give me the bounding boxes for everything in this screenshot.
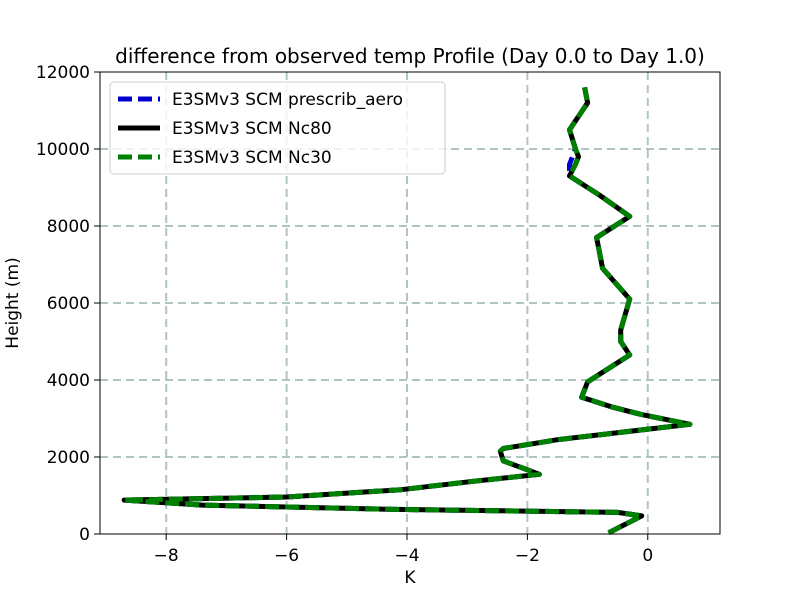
y-tick-label: 12000 — [36, 63, 90, 83]
series-line-e3smv3-scm-nc30 — [121, 86, 693, 536]
x-tick-label: −2 — [515, 546, 540, 566]
grid — [100, 72, 720, 534]
x-tick-label: −6 — [274, 546, 299, 566]
x-axis-label: K — [404, 568, 416, 588]
x-tick-label: −8 — [154, 546, 179, 566]
y-tick-label: 0 — [79, 525, 90, 545]
legend-label-e3smv3-scm-nc30: E3SMv3 SCM Nc30 — [172, 148, 332, 168]
x-tick-label: 0 — [642, 546, 653, 566]
y-axis-label: Height (m) — [3, 257, 23, 348]
legend-box — [109, 81, 446, 175]
y-tick-label: 8000 — [47, 217, 90, 237]
y-tick-label: 10000 — [36, 140, 90, 160]
plot-series — [121, 86, 693, 536]
chart-title: difference from observed temp Profile (D… — [115, 44, 705, 68]
legend-label-e3smv3-scm-prescrib-aero: E3SMv3 SCM prescrib_aero — [172, 90, 403, 110]
x-tick-label: −4 — [394, 546, 419, 566]
y-tick-label: 2000 — [47, 448, 90, 468]
axis-ticks: −8 −6 −4 −2 0 0 2000 4000 6000 8000 10000 12000 — [36, 63, 653, 566]
legend-label-e3smv3-scm-nc80: E3SMv3 SCM Nc80 — [172, 119, 332, 139]
y-tick-label: 6000 — [47, 294, 90, 314]
legend: E3SMv3 SCM prescrib_aero E3SMv3 SCM Nc80 E… — [109, 81, 446, 175]
y-tick-label: 4000 — [47, 371, 90, 391]
